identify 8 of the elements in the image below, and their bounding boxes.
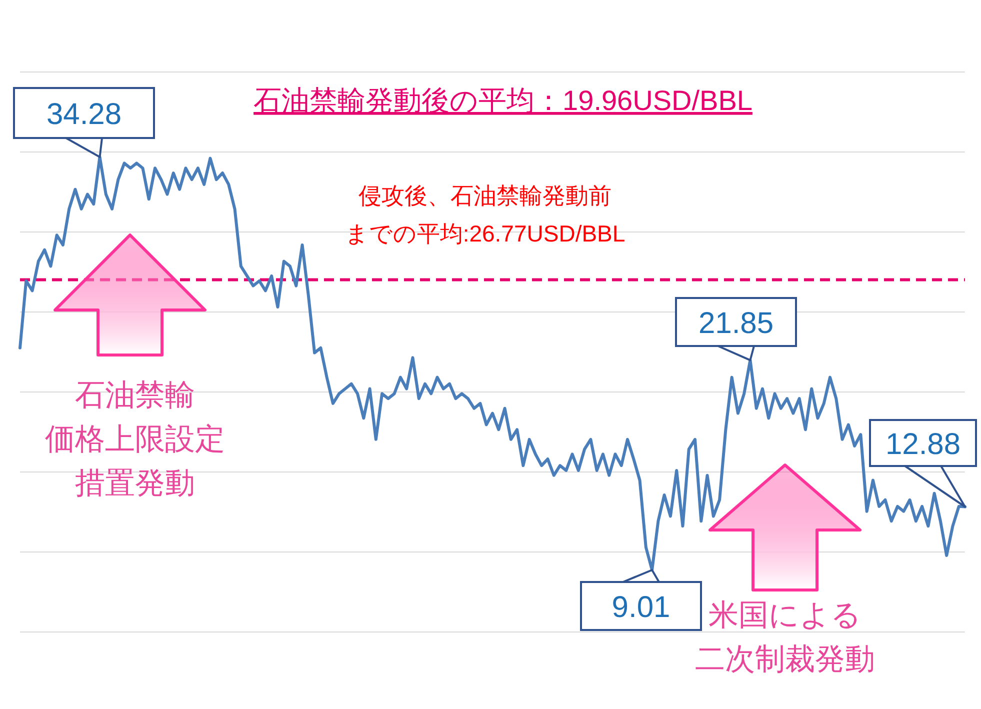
data-label: 34.28 — [46, 98, 122, 131]
annotation: 石油禁輸価格上限設定措置発動 — [45, 379, 225, 500]
chart-title: 石油禁輸発動後の平均：19.96USD/BBL — [254, 85, 752, 116]
data-label: 12.88 — [885, 428, 961, 461]
ref-line-label: 侵攻後、石油禁輸発動前までの平均:26.77USD/BBL — [344, 182, 626, 247]
text: 米国による二次制裁発動 — [695, 599, 875, 676]
data-label: 9.01 — [612, 590, 670, 624]
data-label: 21.85 — [698, 306, 774, 340]
